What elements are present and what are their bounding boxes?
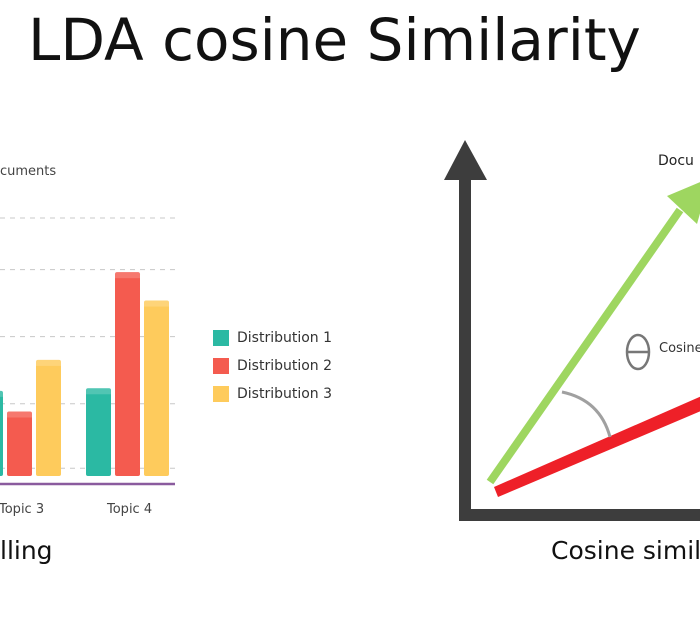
angle-label: Cosine [659, 341, 700, 356]
chart-y-axis-label: cuments [0, 164, 57, 179]
legend-label: Distribution 2 [237, 358, 333, 374]
legend-item-distribution-2: Distribution 2 [213, 352, 332, 380]
bar-topic-3-series-2 [7, 411, 32, 476]
chart-legend: Distribution 1 Distribution 2 Distributi… [213, 324, 332, 408]
bar-topic-4-series-2 [115, 272, 140, 476]
legend-swatch [213, 386, 229, 402]
angle-arc [561, 390, 612, 438]
bar-highlight [7, 411, 32, 418]
bar-topic-4-series-1 [86, 388, 111, 476]
legend-label: Distribution 1 [237, 330, 333, 346]
bar-highlight [86, 388, 111, 395]
document-vector-a [486, 207, 684, 485]
bar-topic-4-series-3 [144, 300, 169, 476]
right-panel-caption: Cosine simila [551, 536, 700, 565]
diagram-x-axis [459, 509, 700, 521]
y-axis-arrowhead-icon [444, 140, 487, 180]
legend-swatch [213, 358, 229, 374]
page-title: LDA cosine Similarity [28, 6, 641, 74]
bar-topic-3-series-1 [0, 390, 3, 476]
x-tick-label-topic-3: Topic 3 [0, 502, 45, 517]
vector-a-arrowhead-icon [667, 182, 700, 224]
legend-swatch [213, 330, 229, 346]
legend-item-distribution-1: Distribution 1 [213, 324, 332, 352]
document-vector-label: Docu [658, 153, 694, 169]
bar-highlight [115, 272, 140, 279]
legend-item-distribution-3: Distribution 3 [213, 380, 332, 408]
chart-bars [0, 272, 169, 476]
document-vector-b [494, 396, 700, 497]
bar-topic-3-series-3 [36, 359, 61, 476]
bar-highlight [36, 359, 61, 366]
diagram-y-axis [459, 178, 471, 520]
bar-highlight [144, 300, 169, 307]
x-tick-label-topic-4: Topic 4 [107, 502, 153, 517]
legend-label: Distribution 3 [237, 386, 333, 402]
left-panel-caption: lling [0, 536, 53, 565]
bar-highlight [0, 390, 3, 397]
